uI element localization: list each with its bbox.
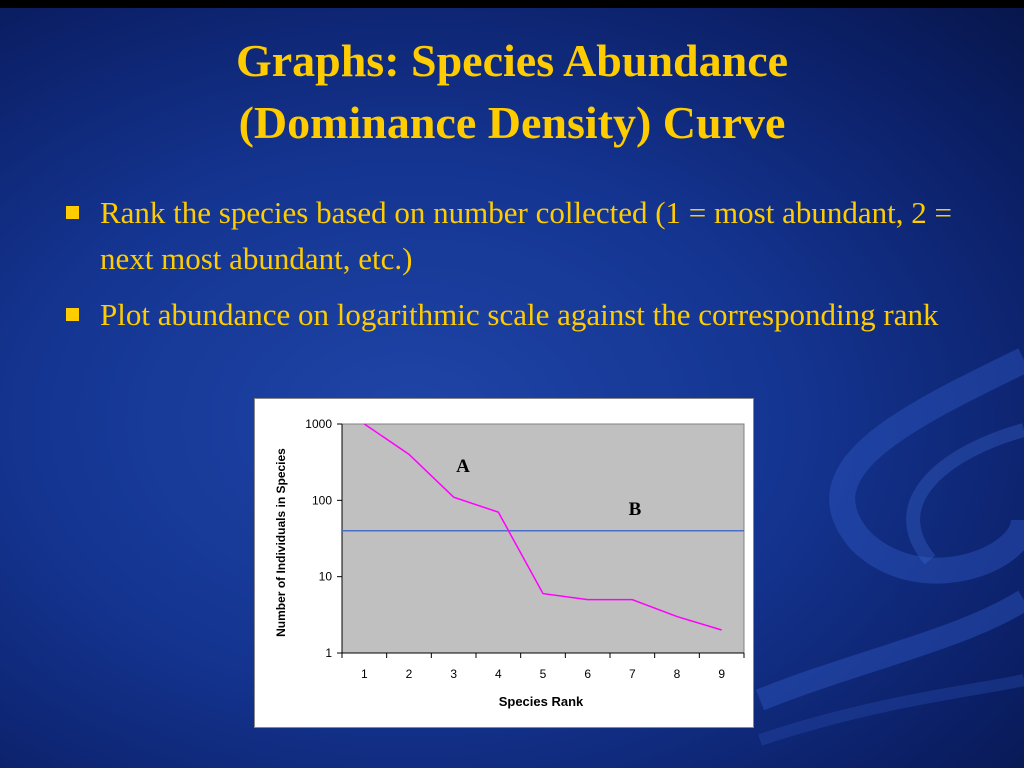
chart-container: 1 10 100 1000 1 2 3 4 5 6 7 8 9 A B Species Rank Number … — [254, 398, 754, 728]
y-tick-label: 100 — [312, 493, 332, 507]
x-tick-label: 5 — [540, 667, 547, 681]
x-tick-label: 4 — [495, 667, 502, 681]
slide-title-line-2: (Dominance Density) Curve — [238, 97, 786, 148]
bullet-item: Rank the species based on number collect… — [60, 190, 980, 282]
y-tick-label: 10 — [319, 570, 333, 584]
bullet-item: Plot abundance on logarithmic scale agai… — [60, 292, 980, 338]
x-tick-label: 2 — [406, 667, 413, 681]
x-tick-label: 6 — [584, 667, 591, 681]
x-tick-label: 9 — [718, 667, 725, 681]
y-axis-title: Number of Individuals in Species — [274, 448, 288, 637]
bullet-text: Plot abundance on logarithmic scale agai… — [100, 297, 939, 332]
x-tick-label: 1 — [361, 667, 368, 681]
y-tick-label: 1 — [325, 646, 332, 660]
square-bullet-icon — [66, 206, 79, 219]
bullet-text: Rank the species based on number collect… — [100, 195, 952, 276]
square-bullet-icon — [66, 308, 79, 321]
x-tick-label: 7 — [629, 667, 636, 681]
series-a-label: A — [456, 456, 470, 477]
top-bar — [0, 0, 1024, 8]
y-tick-label: 1000 — [305, 417, 332, 431]
abundance-chart: 1 10 100 1000 1 2 3 4 5 6 7 8 9 A B Species Rank Number … — [274, 417, 745, 709]
series-b-label: B — [629, 499, 642, 520]
x-tick-label: 3 — [450, 667, 457, 681]
plot-area — [341, 423, 745, 654]
bullet-list: Rank the species based on number collect… — [60, 190, 980, 348]
series-a-line — [363, 423, 722, 631]
slide-title: Graphs: Species Abundance (Dominance Den… — [0, 30, 1024, 154]
x-axis-title: Species Rank — [499, 694, 584, 709]
slide-title-line-1: Graphs: Species Abundance — [235, 35, 789, 86]
x-tick-label: 8 — [674, 667, 681, 681]
